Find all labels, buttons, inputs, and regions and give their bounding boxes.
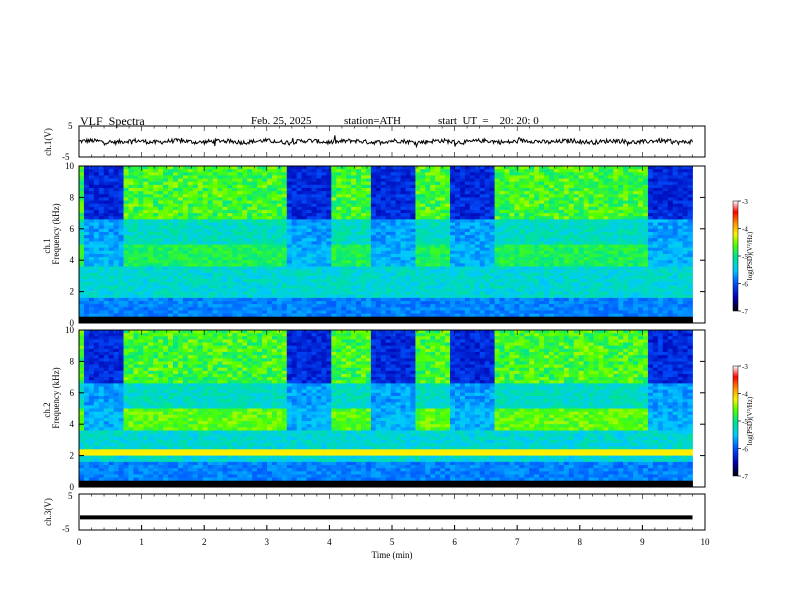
ch3-ytick-top: 5 <box>68 491 73 501</box>
spec-ytick-label: 2 <box>70 287 75 297</box>
spec-ytick-label: 10 <box>65 325 75 335</box>
spec-ytick-label: 4 <box>70 419 75 429</box>
time-tick-label: 8 <box>578 537 583 547</box>
ch1-ytick-bottom: -5 <box>62 152 70 162</box>
colorbar-tick-label: -6 <box>742 281 748 289</box>
ch1-ylabel: ch.1(V) <box>43 128 53 156</box>
spec-ytick-label: 4 <box>70 255 75 265</box>
colorbar-tick-label: -4 <box>742 226 748 234</box>
ch1-waveform-trace <box>79 135 693 149</box>
ch3-frame <box>78 493 706 531</box>
spec-ytick-label: 6 <box>70 388 75 398</box>
spec-ytick-label: 2 <box>70 451 75 461</box>
colorbar-tick-label: -4 <box>742 391 748 399</box>
figure-start-time: start UT = 20: 20: 0 <box>438 115 539 127</box>
spec-ytick-label: 8 <box>70 192 75 202</box>
time-tick-label: 6 <box>452 537 457 547</box>
ch1-spec-yticks: 0 2 4 6 8 10 <box>65 161 705 328</box>
figure-date: Feb. 25, 2025 <box>251 115 312 127</box>
ch1-spec-ylabel-channel: ch.1 <box>42 238 52 253</box>
ch2-colorbar-label: log(PSD)(V²/Hz) <box>746 396 754 445</box>
time-tick-label: 7 <box>515 537 520 547</box>
ch2-colorbar <box>732 365 739 477</box>
colorbar-tick-label: -3 <box>742 363 748 371</box>
ch1-ytick-top: 5 <box>68 121 73 131</box>
ch2-spec-ylabel-frequency: Frequency (kHz) <box>51 367 61 428</box>
ch1-spec-ylabel-frequency: Frequency (kHz) <box>51 203 61 264</box>
figure-title: VLF Spectra <box>80 114 145 128</box>
ch1-waveform-panel: 5 -5 ch.1(V) <box>43 121 706 162</box>
colorbar-tick-label: -5 <box>742 253 748 261</box>
spec-ytick-label: 0 <box>70 318 75 328</box>
time-axis-label: Time (min) <box>372 550 413 560</box>
colorbar-tick-label: -5 <box>742 418 748 426</box>
ch2-spec-yticks: 0 2 4 6 8 10 <box>65 325 705 492</box>
time-tick-label: 10 <box>701 537 711 547</box>
spec-ytick-label: 0 <box>70 482 75 492</box>
colorbar-tick-label: -3 <box>742 198 748 206</box>
time-tick-label: 9 <box>640 537 645 547</box>
ch3-ytick-bottom: -5 <box>62 524 70 534</box>
ch3-waveform-panel: 5 -5 ch.3(V) 0 1 2 3 4 5 6 7 8 9 10 Time (min) <box>43 126 710 560</box>
time-tick-label: 1 <box>139 537 144 547</box>
spec-ytick-label: 10 <box>65 161 75 171</box>
ch1-colorbar-label: log(PSD)(V²/Hz) <box>746 231 754 280</box>
ch1-spectrogram-image <box>79 166 693 324</box>
ch2-spectrogram-image <box>79 330 693 488</box>
ch2-spec-ylabel-channel: ch.2 <box>42 402 52 417</box>
time-tick-label: 2 <box>202 537 207 547</box>
ch2-colorbar-ticks: -3 -4 -5 -6 -7 <box>738 363 748 481</box>
time-tick-label: 0 <box>77 537 82 547</box>
time-axis-ticks: 0 1 2 3 4 5 6 7 8 9 10 <box>77 126 710 547</box>
spec-ytick-label: 6 <box>70 224 75 234</box>
time-tick-label: 4 <box>327 537 332 547</box>
ch1-colorbar-ticks: -3 -4 -5 -6 -7 <box>738 198 748 316</box>
colorbar-tick-label: -7 <box>742 473 748 481</box>
ch1-colorbar <box>732 200 739 312</box>
colorbar-tick-label: -6 <box>742 446 748 454</box>
time-tick-label: 5 <box>390 537 395 547</box>
colorbar-tick-label: -7 <box>742 308 748 316</box>
ch3-ylabel: ch.3(V) <box>43 498 53 526</box>
time-tick-label: 3 <box>265 537 270 547</box>
spec-ytick-label: 8 <box>70 356 75 366</box>
figure-station: station=ATH <box>344 115 401 127</box>
